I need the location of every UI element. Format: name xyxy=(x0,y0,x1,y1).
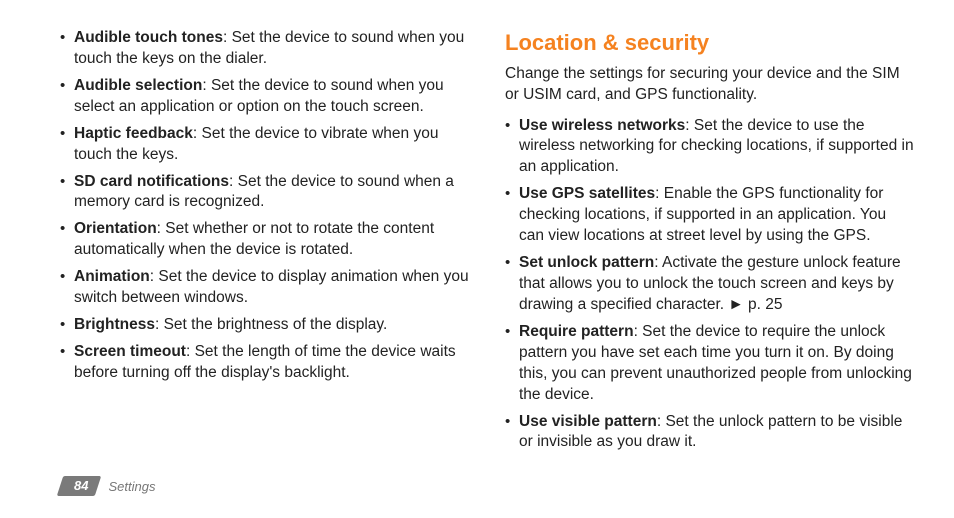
item-term: Set unlock pattern xyxy=(519,254,654,271)
item-term: Require pattern xyxy=(519,323,634,340)
item-term: Orientation xyxy=(74,220,157,237)
section-heading: Location & security xyxy=(505,28,914,58)
two-column-layout: Audible touch tones: Set the device to s… xyxy=(60,28,914,459)
list-item: Animation: Set the device to display ani… xyxy=(60,267,469,309)
item-term: Use GPS satellites xyxy=(519,185,655,202)
list-item: Use visible pattern: Set the unlock patt… xyxy=(505,412,914,454)
list-item: Require pattern: Set the device to requi… xyxy=(505,322,914,406)
list-item: Set unlock pattern: Activate the gesture… xyxy=(505,253,914,316)
list-item: Haptic feedback: Set the device to vibra… xyxy=(60,124,469,166)
list-item: SD card notifications: Set the device to… xyxy=(60,172,469,214)
list-item: Audible selection: Set the device to sou… xyxy=(60,76,469,118)
item-term: Use wireless networks xyxy=(519,117,685,134)
item-term: Animation xyxy=(74,268,150,285)
page-number-badge: 84 xyxy=(57,476,102,496)
item-term: Use visible pattern xyxy=(519,413,657,430)
list-item: Audible touch tones: Set the device to s… xyxy=(60,28,469,70)
item-term: Audible touch tones xyxy=(74,29,223,46)
settings-list-left: Audible touch tones: Set the device to s… xyxy=(60,28,469,384)
footer-section-label: Settings xyxy=(108,479,155,494)
list-item: Use GPS satellites: Enable the GPS funct… xyxy=(505,184,914,247)
page-footer: 84 Settings xyxy=(60,476,155,496)
section-intro: Change the settings for securing your de… xyxy=(505,64,914,106)
item-term: Brightness xyxy=(74,316,155,333)
right-column: Location & security Change the settings … xyxy=(505,28,914,459)
left-column: Audible touch tones: Set the device to s… xyxy=(60,28,469,459)
item-term: SD card notifications xyxy=(74,173,229,190)
manual-page: Audible touch tones: Set the device to s… xyxy=(0,0,954,518)
item-term: Haptic feedback xyxy=(74,125,193,142)
item-term: Screen timeout xyxy=(74,343,186,360)
page-number: 84 xyxy=(74,477,88,495)
settings-list-right: Use wireless networks: Set the device to… xyxy=(505,116,914,454)
list-item: Screen timeout: Set the length of time t… xyxy=(60,342,469,384)
item-desc: : Set the brightness of the display. xyxy=(155,316,387,333)
list-item: Orientation: Set whether or not to rotat… xyxy=(60,219,469,261)
list-item: Use wireless networks: Set the device to… xyxy=(505,116,914,179)
list-item: Brightness: Set the brightness of the di… xyxy=(60,315,469,336)
item-term: Audible selection xyxy=(74,77,202,94)
